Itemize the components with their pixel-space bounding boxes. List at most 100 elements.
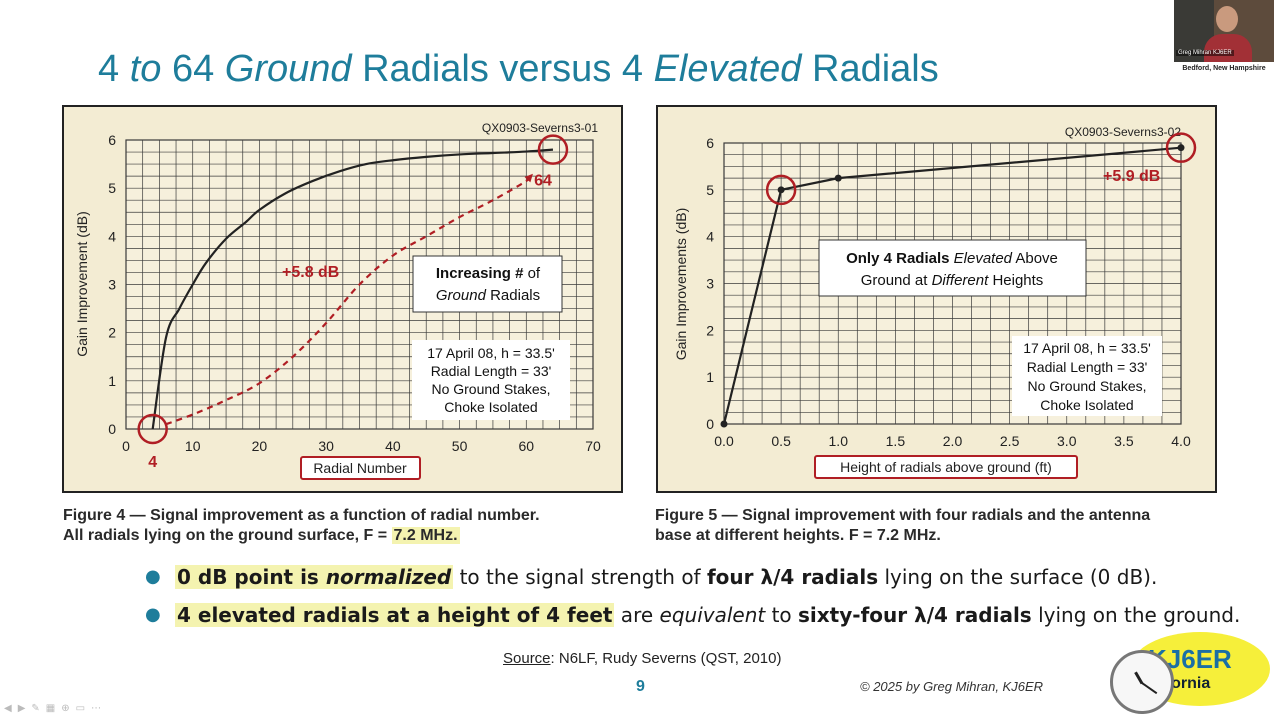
x-tick-label: 0.5 [771, 433, 791, 449]
figure-5-ticks: 0.0 0.5 1.0 1.5 2.0 2.5 3.0 3.5 4.0 0 1 2 3 4 5 6 [706, 135, 1191, 449]
copyright-notice: © 2025 by Greg Mihran, KJ6ER [860, 679, 1043, 694]
figure-5-note-3: No Ground Stakes, [1027, 378, 1146, 394]
marker-circle [137, 413, 168, 445]
y-tick-label: 3 [108, 277, 116, 293]
slideshow-toolbar[interactable]: ◀▶✎▦⊕▭⋯ [4, 703, 107, 714]
next-icon[interactable]: ▶ [17, 703, 32, 714]
data-point [834, 174, 842, 182]
x-tick-label: 0.0 [714, 433, 734, 449]
figure-4: QX0903-Severns3-01 0 10 20 30 40 50 60 70 0 1 2 3 4 5… [62, 105, 623, 493]
figure-5-legend-box [818, 239, 1087, 297]
y-tick-label: 6 [706, 135, 714, 151]
data-point [777, 186, 785, 194]
x-tick-label: 1.0 [829, 433, 849, 449]
y-tick-label: 2 [706, 322, 714, 338]
marker-label-64: 64 [534, 173, 552, 190]
solid-series-line [151, 148, 554, 430]
x-tick-label: 1.5 [886, 433, 906, 449]
data-point [1177, 144, 1185, 152]
bullet-1-highlight: 0 dB point is normalized [175, 565, 454, 589]
x-tick-label: 40 [385, 438, 401, 454]
figure-5-caption-line2: base at different heights. F = 7.2 MHz. [655, 527, 941, 544]
slides-icon[interactable]: ▦ [45, 703, 62, 714]
webcam-presenter-head [1216, 6, 1238, 32]
bullet-2-text-a: are [614, 603, 660, 627]
page-number: 9 [636, 678, 645, 695]
bullet-dot-icon: ● [145, 604, 161, 625]
bullet-item-1: ● 0 dB point is normalized to the signal… [145, 562, 1255, 592]
figure-5-caption: Figure 5 — Signal improvement with four … [655, 506, 1150, 546]
x-tick-label: 0 [122, 438, 130, 454]
figure-5-note-box [1012, 336, 1162, 416]
figure-4-ticks: 0 10 20 30 40 50 60 70 0 1 2 3 4 5 6 [108, 132, 601, 454]
bullet-dot-icon: ● [145, 566, 161, 587]
figure-5-xlabel: Height of radials above ground (ft) [840, 459, 1052, 475]
x-tick-label: 20 [252, 438, 268, 454]
webcam-presenter-body [1204, 34, 1252, 62]
figure-5-legend-line1: Only 4 Radials Elevated Above [846, 250, 1058, 267]
y-tick-label: 2 [108, 325, 116, 341]
previous-icon[interactable]: ◀ [4, 703, 18, 714]
figure-4-gain-annotation: +5.8 dB [282, 264, 339, 281]
figure-4-note-4: Choke Isolated [444, 399, 537, 415]
x-tick-label: 60 [518, 438, 534, 454]
more-icon[interactable]: ⋯ [91, 703, 108, 714]
bullet-1-text-b: lying on the surface (0 dB). [878, 565, 1158, 589]
figure-4-caption: Figure 4 — Signal improvement as a funct… [63, 506, 540, 546]
presenter-webcam: Greg Mihran KJ6ER [1174, 0, 1274, 62]
figure-5-xlabel-box [814, 455, 1078, 479]
solid-series-line [722, 146, 1182, 425]
figure-5-legend-line2: Ground at Different Heights [861, 272, 1044, 289]
figure-4-xlabel-box [300, 456, 421, 480]
figure-5-caption-line1: Figure 5 — Signal improvement with four … [655, 507, 1151, 524]
y-tick-label: 5 [706, 182, 714, 198]
figure-5-plot [720, 132, 1197, 428]
figure-5-note-1: 17 April 08, h = 33.5' [1023, 340, 1151, 356]
source-label: Source [503, 650, 551, 667]
figure-5-gain-annotation: +5.9 dB [1103, 168, 1160, 185]
bullet-2-emphasis: equivalent [659, 603, 766, 627]
zoom-icon[interactable]: ⊕ [61, 703, 76, 714]
marker-circle [1165, 132, 1197, 163]
subtitle-icon[interactable]: ▭ [75, 703, 92, 714]
webcam-name-label: Greg Mihran KJ6ER [1176, 50, 1234, 56]
figure-5: QX0903-Severns3-02 0.0 0.5 1.0 1.5 2.0 2.5 3.0… [656, 105, 1217, 493]
marker-label-4: 4 [148, 454, 157, 471]
source-citation: Source: N6LF, Rudy Severns (QST, 2010) [503, 650, 781, 667]
y-tick-label: 5 [108, 180, 116, 196]
figure-4-note-2: Radial Length = 33' [431, 363, 552, 379]
bullet-1-bold: four λ/4 radials [706, 565, 879, 589]
bullet-2-highlight: 4 elevated radials at a height of 4 feet [175, 603, 615, 627]
figure-4-note-box [412, 340, 570, 420]
x-tick-label: 4.0 [1171, 433, 1191, 449]
figure-4-note-1: 17 April 08, h = 33.5' [427, 345, 555, 361]
figure-4-plot: 4 64 [137, 134, 569, 471]
figure-4-id: QX0903-Severns3-01 [482, 121, 598, 135]
y-tick-label: 6 [108, 132, 116, 148]
y-tick-label: 1 [108, 373, 116, 389]
bullet-2-text-b: to [765, 603, 799, 627]
figure-4-note-3: No Ground Stakes, [431, 381, 550, 397]
x-tick-label: 50 [452, 438, 468, 454]
figure-5-note-2: Radial Length = 33' [1027, 359, 1148, 375]
x-tick-label: 10 [185, 438, 201, 454]
y-tick-label: 4 [706, 229, 714, 245]
marker-circle [537, 134, 569, 165]
figure-4-legend-box [412, 255, 563, 313]
x-tick-label: 2.5 [1000, 433, 1020, 449]
y-tick-label: 0 [706, 416, 714, 432]
figure-4-caption-line1: Figure 4 — Signal improvement as a funct… [63, 507, 540, 524]
x-tick-label: 3.0 [1057, 433, 1077, 449]
figure-4-legend-line1: Increasing # of [436, 265, 541, 282]
y-tick-label: 4 [108, 228, 116, 244]
y-tick-label: 1 [706, 369, 714, 385]
data-point [720, 420, 728, 428]
y-tick-label: 0 [108, 421, 116, 437]
pen-icon[interactable]: ✎ [31, 703, 46, 714]
marker-circle [765, 174, 797, 206]
bullet-1-text-a: to the signal strength of [453, 565, 707, 589]
x-tick-label: 70 [585, 438, 601, 454]
slide-title: 4 to 64 Ground Radials versus 4 Elevated… [98, 48, 939, 90]
bullet-list: ● 0 dB point is normalized to the signal… [145, 562, 1255, 638]
